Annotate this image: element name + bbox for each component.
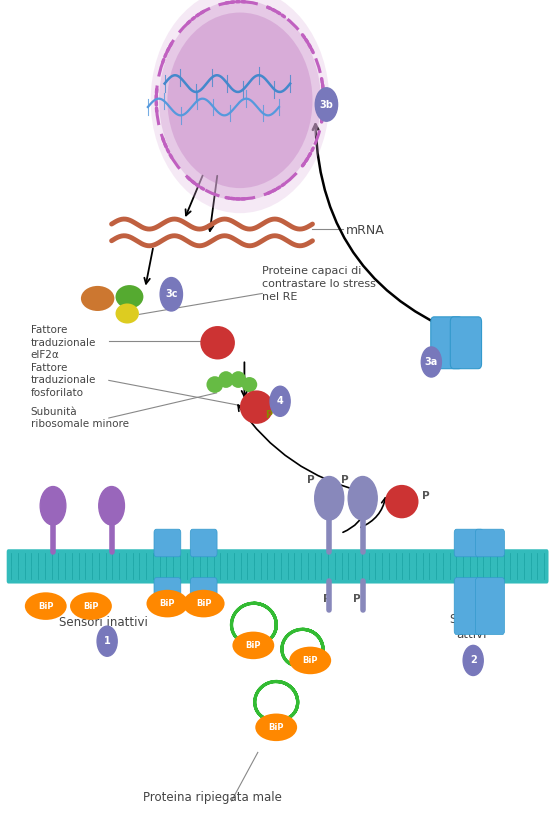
Circle shape bbox=[40, 487, 66, 525]
Ellipse shape bbox=[146, 590, 189, 617]
Text: 2: 2 bbox=[470, 655, 477, 665]
Circle shape bbox=[348, 477, 377, 520]
Text: Proteine capaci di
contrastare lo stress
nel RE: Proteine capaci di contrastare lo stress… bbox=[262, 266, 376, 303]
Text: 3a: 3a bbox=[425, 357, 438, 367]
Circle shape bbox=[315, 88, 338, 121]
Text: Proteina ripiegata male: Proteina ripiegata male bbox=[143, 791, 281, 804]
FancyBboxPatch shape bbox=[475, 529, 504, 557]
Ellipse shape bbox=[206, 376, 223, 393]
Ellipse shape bbox=[151, 0, 329, 213]
Circle shape bbox=[315, 477, 344, 520]
Ellipse shape bbox=[81, 286, 114, 311]
Text: P: P bbox=[266, 410, 272, 421]
Ellipse shape bbox=[116, 303, 139, 324]
FancyBboxPatch shape bbox=[7, 549, 549, 584]
Text: BiP: BiP bbox=[38, 602, 54, 610]
FancyBboxPatch shape bbox=[190, 578, 217, 609]
FancyBboxPatch shape bbox=[190, 529, 217, 557]
Ellipse shape bbox=[25, 592, 67, 620]
Text: P: P bbox=[323, 594, 330, 604]
Circle shape bbox=[421, 347, 441, 377]
Ellipse shape bbox=[233, 632, 275, 659]
Circle shape bbox=[463, 645, 483, 675]
Text: 4: 4 bbox=[277, 396, 283, 406]
Text: 3b: 3b bbox=[320, 99, 333, 110]
Text: BiP: BiP bbox=[160, 599, 175, 608]
Ellipse shape bbox=[218, 371, 234, 388]
Text: P: P bbox=[341, 475, 349, 485]
Text: Sensori inattivi: Sensori inattivi bbox=[59, 616, 148, 630]
Circle shape bbox=[99, 487, 124, 525]
Circle shape bbox=[160, 278, 182, 311]
Circle shape bbox=[97, 626, 117, 656]
Ellipse shape bbox=[167, 13, 312, 188]
Circle shape bbox=[270, 386, 290, 416]
Ellipse shape bbox=[182, 590, 224, 617]
Text: Sensori
attivi: Sensori attivi bbox=[450, 613, 493, 641]
Text: P: P bbox=[307, 475, 315, 485]
FancyBboxPatch shape bbox=[154, 529, 181, 557]
Ellipse shape bbox=[290, 647, 331, 674]
Text: BiP: BiP bbox=[246, 641, 261, 650]
FancyBboxPatch shape bbox=[454, 529, 483, 557]
Text: BiP: BiP bbox=[83, 602, 99, 610]
Ellipse shape bbox=[116, 285, 143, 308]
FancyBboxPatch shape bbox=[431, 317, 462, 369]
Ellipse shape bbox=[159, 0, 321, 201]
Ellipse shape bbox=[200, 326, 235, 359]
Text: BiP: BiP bbox=[196, 599, 211, 608]
Text: 3c: 3c bbox=[165, 289, 177, 299]
FancyBboxPatch shape bbox=[454, 578, 483, 635]
Text: Fattore
traduzionale
fosforilato: Fattore traduzionale fosforilato bbox=[31, 363, 96, 398]
Ellipse shape bbox=[240, 390, 273, 424]
Ellipse shape bbox=[230, 371, 246, 388]
Ellipse shape bbox=[255, 714, 297, 741]
Ellipse shape bbox=[70, 592, 112, 620]
Text: P: P bbox=[422, 491, 430, 501]
Ellipse shape bbox=[242, 377, 257, 392]
FancyBboxPatch shape bbox=[450, 317, 482, 369]
FancyBboxPatch shape bbox=[475, 578, 504, 635]
Ellipse shape bbox=[385, 485, 418, 518]
Text: mRNA: mRNA bbox=[346, 224, 384, 237]
Text: P: P bbox=[353, 594, 360, 604]
Text: Fattore
traduzionale
elF2α: Fattore traduzionale elF2α bbox=[31, 325, 96, 360]
Text: BiP: BiP bbox=[302, 656, 318, 665]
Text: Subunità
ribosomale minore: Subunità ribosomale minore bbox=[31, 407, 129, 429]
FancyBboxPatch shape bbox=[154, 578, 181, 609]
Text: 1: 1 bbox=[104, 636, 110, 646]
Text: BiP: BiP bbox=[268, 723, 284, 732]
